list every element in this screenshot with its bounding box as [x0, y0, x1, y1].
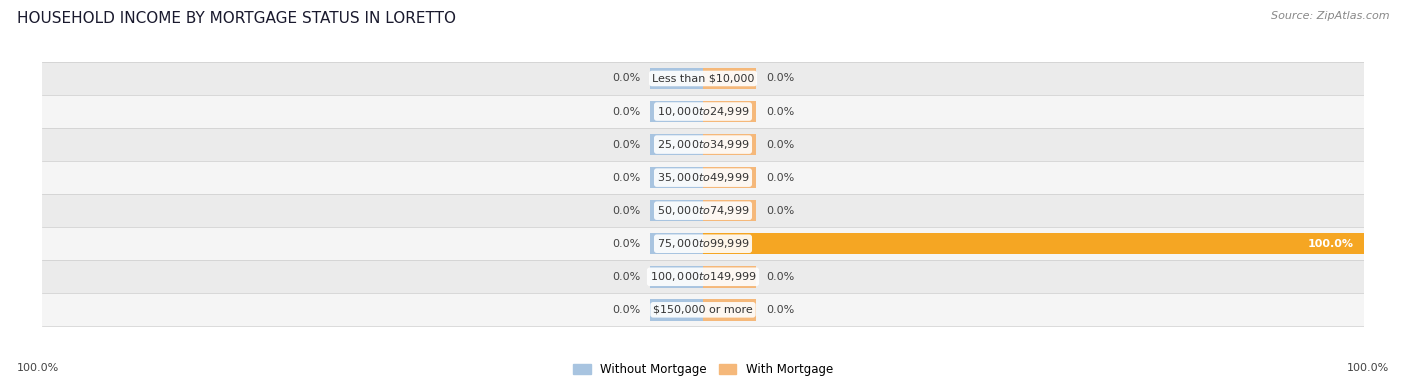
Text: 0.0%: 0.0%: [766, 173, 794, 182]
Text: HOUSEHOLD INCOME BY MORTGAGE STATUS IN LORETTO: HOUSEHOLD INCOME BY MORTGAGE STATUS IN L…: [17, 11, 456, 26]
Legend: Without Mortgage, With Mortgage: Without Mortgage, With Mortgage: [568, 359, 838, 377]
Bar: [703, 68, 756, 89]
Text: $35,000 to $49,999: $35,000 to $49,999: [657, 171, 749, 184]
Bar: [42, 95, 1364, 128]
Text: 0.0%: 0.0%: [612, 206, 640, 216]
Bar: [42, 293, 1364, 326]
Bar: [703, 167, 756, 188]
Text: $10,000 to $24,999: $10,000 to $24,999: [657, 105, 749, 118]
Text: 0.0%: 0.0%: [766, 206, 794, 216]
Bar: [650, 266, 703, 288]
Bar: [703, 134, 756, 155]
Bar: [42, 194, 1364, 227]
Bar: [650, 68, 703, 89]
Bar: [650, 299, 703, 320]
Text: 0.0%: 0.0%: [766, 139, 794, 150]
Text: $50,000 to $74,999: $50,000 to $74,999: [657, 204, 749, 217]
Bar: [42, 161, 1364, 194]
Bar: [42, 227, 1364, 260]
Bar: [42, 62, 1364, 95]
Bar: [42, 128, 1364, 161]
Text: 100.0%: 100.0%: [17, 363, 59, 373]
Bar: [650, 200, 703, 221]
Text: $100,000 to $149,999: $100,000 to $149,999: [650, 270, 756, 283]
Bar: [703, 299, 756, 320]
Text: 0.0%: 0.0%: [612, 74, 640, 83]
Bar: [650, 101, 703, 122]
Text: Less than $10,000: Less than $10,000: [652, 74, 754, 83]
Text: $75,000 to $99,999: $75,000 to $99,999: [657, 237, 749, 250]
Text: 0.0%: 0.0%: [612, 173, 640, 182]
Text: 100.0%: 100.0%: [1347, 363, 1389, 373]
Text: 0.0%: 0.0%: [612, 272, 640, 282]
Text: 0.0%: 0.0%: [766, 107, 794, 116]
Bar: [650, 167, 703, 188]
Bar: [703, 233, 1364, 254]
Bar: [703, 101, 756, 122]
Text: 100.0%: 100.0%: [1308, 239, 1354, 249]
Text: 0.0%: 0.0%: [612, 239, 640, 249]
Text: 0.0%: 0.0%: [766, 305, 794, 315]
Bar: [703, 266, 756, 288]
Bar: [650, 233, 703, 254]
Bar: [42, 260, 1364, 293]
Text: 0.0%: 0.0%: [612, 107, 640, 116]
Bar: [703, 200, 756, 221]
Text: 0.0%: 0.0%: [612, 305, 640, 315]
Text: 0.0%: 0.0%: [766, 74, 794, 83]
Bar: [650, 134, 703, 155]
Text: 0.0%: 0.0%: [766, 272, 794, 282]
Text: Source: ZipAtlas.com: Source: ZipAtlas.com: [1271, 11, 1389, 21]
Text: $150,000 or more: $150,000 or more: [654, 305, 752, 315]
Text: 0.0%: 0.0%: [612, 139, 640, 150]
Text: $25,000 to $34,999: $25,000 to $34,999: [657, 138, 749, 151]
